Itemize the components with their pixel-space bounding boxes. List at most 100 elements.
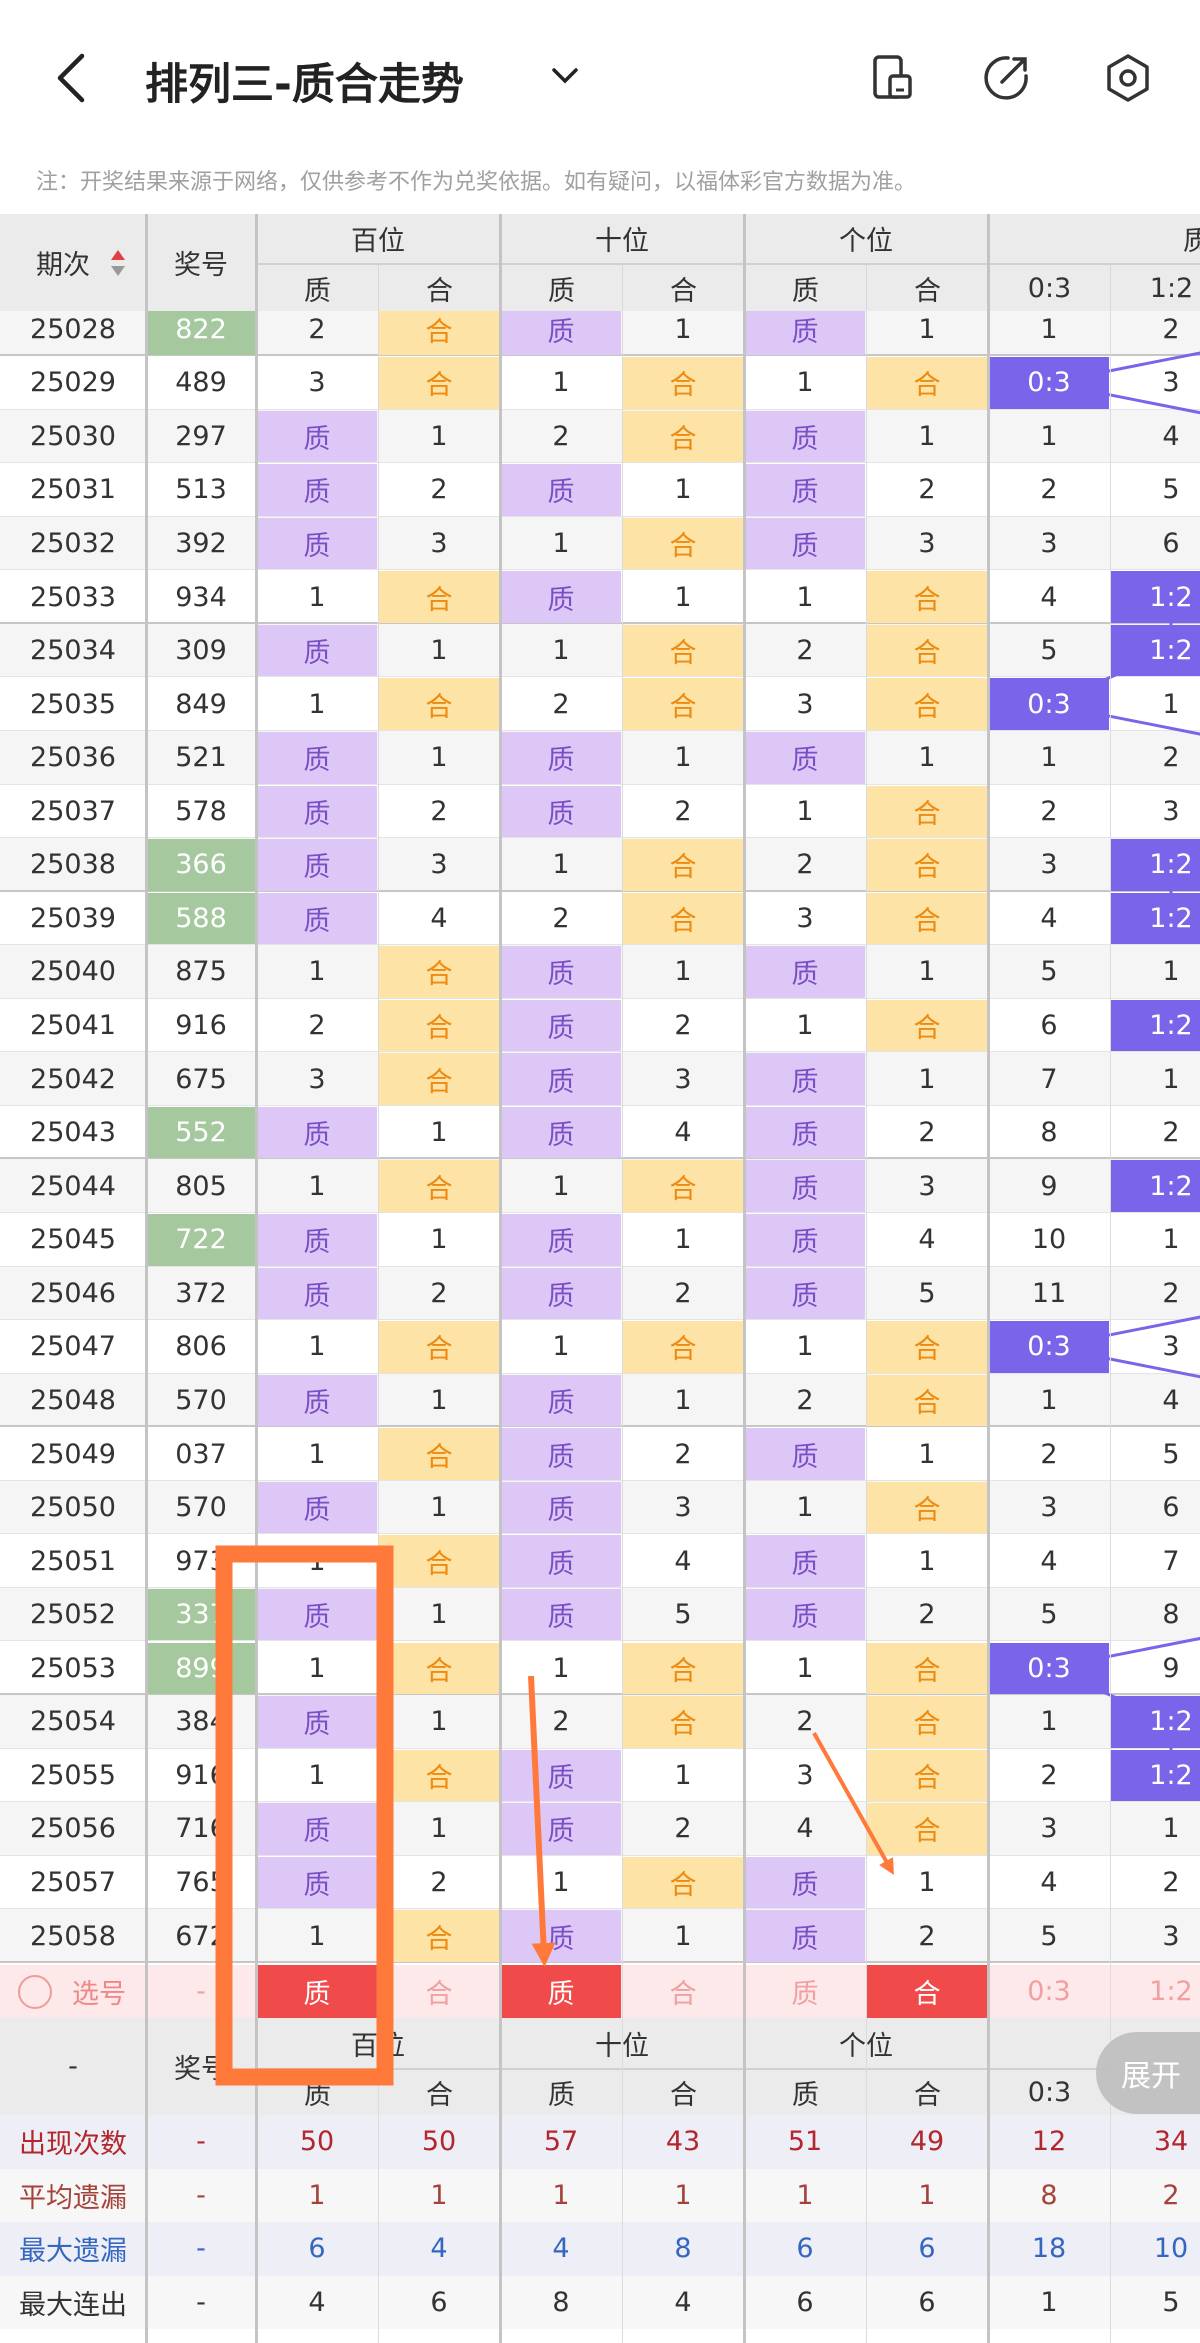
trend-cell: 2 xyxy=(1040,474,1058,506)
draw-number: 899 xyxy=(147,1642,255,1695)
trend-cell: 质 xyxy=(501,1214,621,1266)
trend-cell: 4 xyxy=(430,902,448,934)
period: 25036 xyxy=(30,742,116,774)
period: 25033 xyxy=(30,581,116,613)
select-cell: 质 xyxy=(791,1979,819,2010)
trend-cell: 合 xyxy=(379,311,499,356)
group-header: 个位 xyxy=(839,226,893,257)
trend-cell: 质 xyxy=(501,1428,621,1480)
trend-cell: 1 xyxy=(308,1170,326,1202)
trend-cell: 2 xyxy=(1162,1117,1180,1149)
dropdown-icon[interactable] xyxy=(550,66,580,86)
trend-cell: 1 xyxy=(674,1759,692,1791)
trend-cell: 8 xyxy=(1162,1599,1180,1631)
trend-cell: 1 xyxy=(796,795,814,827)
trend-cell: 质 xyxy=(501,999,621,1052)
stats-cell: 6 xyxy=(796,2233,814,2265)
stats-row: 出现次数 - 50 50 57 43 51 49 12 34 xyxy=(0,2115,1200,2169)
sort-icon[interactable] xyxy=(110,248,126,278)
back-button[interactable] xyxy=(50,52,94,104)
stats-row: 平均遗漏 - 1 1 1 1 1 1 8 2 xyxy=(0,2168,1200,2222)
trend-cell: 合 xyxy=(867,1642,987,1695)
trend-cell: 11 xyxy=(1031,1277,1067,1309)
trend-cell: 3 xyxy=(674,1492,692,1524)
trend-cell: 2 xyxy=(796,635,814,667)
period: 25028 xyxy=(30,313,116,345)
period: 25053 xyxy=(30,1652,116,1684)
trend-cell: 1 xyxy=(430,1384,448,1416)
row-background xyxy=(0,516,1200,571)
stats-cell: 6 xyxy=(918,2286,936,2318)
trend-cell: 3 xyxy=(918,528,936,559)
trend-cell: 质 xyxy=(501,1053,621,1105)
trend-cell: 2 xyxy=(552,420,570,452)
trend-cell: 4 xyxy=(674,1545,692,1577)
trend-cell: 4 xyxy=(1040,902,1058,934)
trend-cell: 合 xyxy=(867,892,987,945)
stats-label: 最大遗漏 xyxy=(19,2236,127,2268)
edit-icon[interactable] xyxy=(982,54,1030,102)
draw-number: 875 xyxy=(175,956,227,988)
settings-icon[interactable] xyxy=(1103,53,1153,103)
trend-cell: 1 xyxy=(308,1920,326,1952)
trend-cell: 7 xyxy=(1040,1063,1058,1095)
trend-cell: 1 xyxy=(308,1438,326,1470)
trend-cell: 4 xyxy=(1040,1545,1058,1577)
row-background xyxy=(0,1159,1200,1213)
trend-cell: 1 xyxy=(1162,956,1180,988)
trend-cell: 1 xyxy=(430,1599,448,1631)
trend-cell: 1 xyxy=(674,1224,692,1256)
trend-cell: 质 xyxy=(501,1267,621,1320)
trend-cell: 合 xyxy=(867,1803,987,1855)
data-area: 25028 822 2 合质 1 质 1 1 2 25029 489 3 合 1 合 1 合 0:3 3 25030 2… xyxy=(0,311,1200,1965)
trend-cell: 合 xyxy=(379,357,499,409)
trend-cell: 1 xyxy=(430,1492,448,1524)
expand-button[interactable]: 展开 xyxy=(1096,2032,1200,2114)
footer-left: - xyxy=(68,2051,78,2082)
group-header: 十位 xyxy=(595,226,649,257)
trend-cell: 5 xyxy=(1040,956,1058,988)
trend-cell: 1 xyxy=(918,1063,936,1095)
trend-cell: 1 xyxy=(796,1652,814,1684)
draw-number: 805 xyxy=(175,1170,227,1202)
share-icon[interactable] xyxy=(868,54,916,102)
period: 25041 xyxy=(30,1010,116,1042)
sub-header: 质 xyxy=(744,2068,866,2115)
period: 25055 xyxy=(30,1759,116,1791)
trend-cell: 质 xyxy=(745,731,865,784)
stats-cell: - xyxy=(196,2286,206,2318)
stats-cell: 50 xyxy=(299,2126,335,2158)
trend-cell: 1 xyxy=(674,581,692,613)
sub-header: 合 xyxy=(378,263,500,311)
trend-cell: 质 xyxy=(745,1106,865,1159)
trend-cell: 2 xyxy=(308,1010,326,1042)
trend-cell: 1 xyxy=(1162,688,1180,720)
trend-cell: 质 xyxy=(501,1106,621,1159)
trend-cell: 合 xyxy=(379,571,499,623)
period: 25031 xyxy=(30,474,116,506)
trend-cell: 3 xyxy=(1040,1813,1058,1845)
trend-cell: 2 xyxy=(1162,1277,1180,1309)
draw-number: 366 xyxy=(147,839,255,891)
draw-number: 309 xyxy=(175,635,227,667)
trend-cell: 3 xyxy=(430,528,448,559)
draw-number: 297 xyxy=(175,420,227,452)
trend-cell: 合 xyxy=(623,1160,743,1212)
trend-cell: 1 xyxy=(1040,313,1058,345)
trend-cell: 质 xyxy=(257,1214,377,1266)
trend-cell: 3 xyxy=(674,1063,692,1095)
trend-cell: 质 xyxy=(257,785,377,838)
trend-cell: 1 xyxy=(674,956,692,988)
trend-cell: 质 xyxy=(501,785,621,838)
stats-cell: 5 xyxy=(1162,2286,1180,2318)
trend-cell: 1:2 xyxy=(1111,892,1200,945)
trend-cell: 1 xyxy=(918,420,936,452)
trend-cell: 1 xyxy=(674,474,692,506)
trend-cell: 质 xyxy=(257,1803,377,1855)
column-separator xyxy=(866,311,867,2343)
stats-cell: 6 xyxy=(918,2233,936,2265)
trend-cell: 1 xyxy=(430,420,448,452)
period: 25046 xyxy=(30,1277,116,1309)
stats-cell: 6 xyxy=(796,2286,814,2318)
trend-cell: 合 xyxy=(623,517,743,570)
